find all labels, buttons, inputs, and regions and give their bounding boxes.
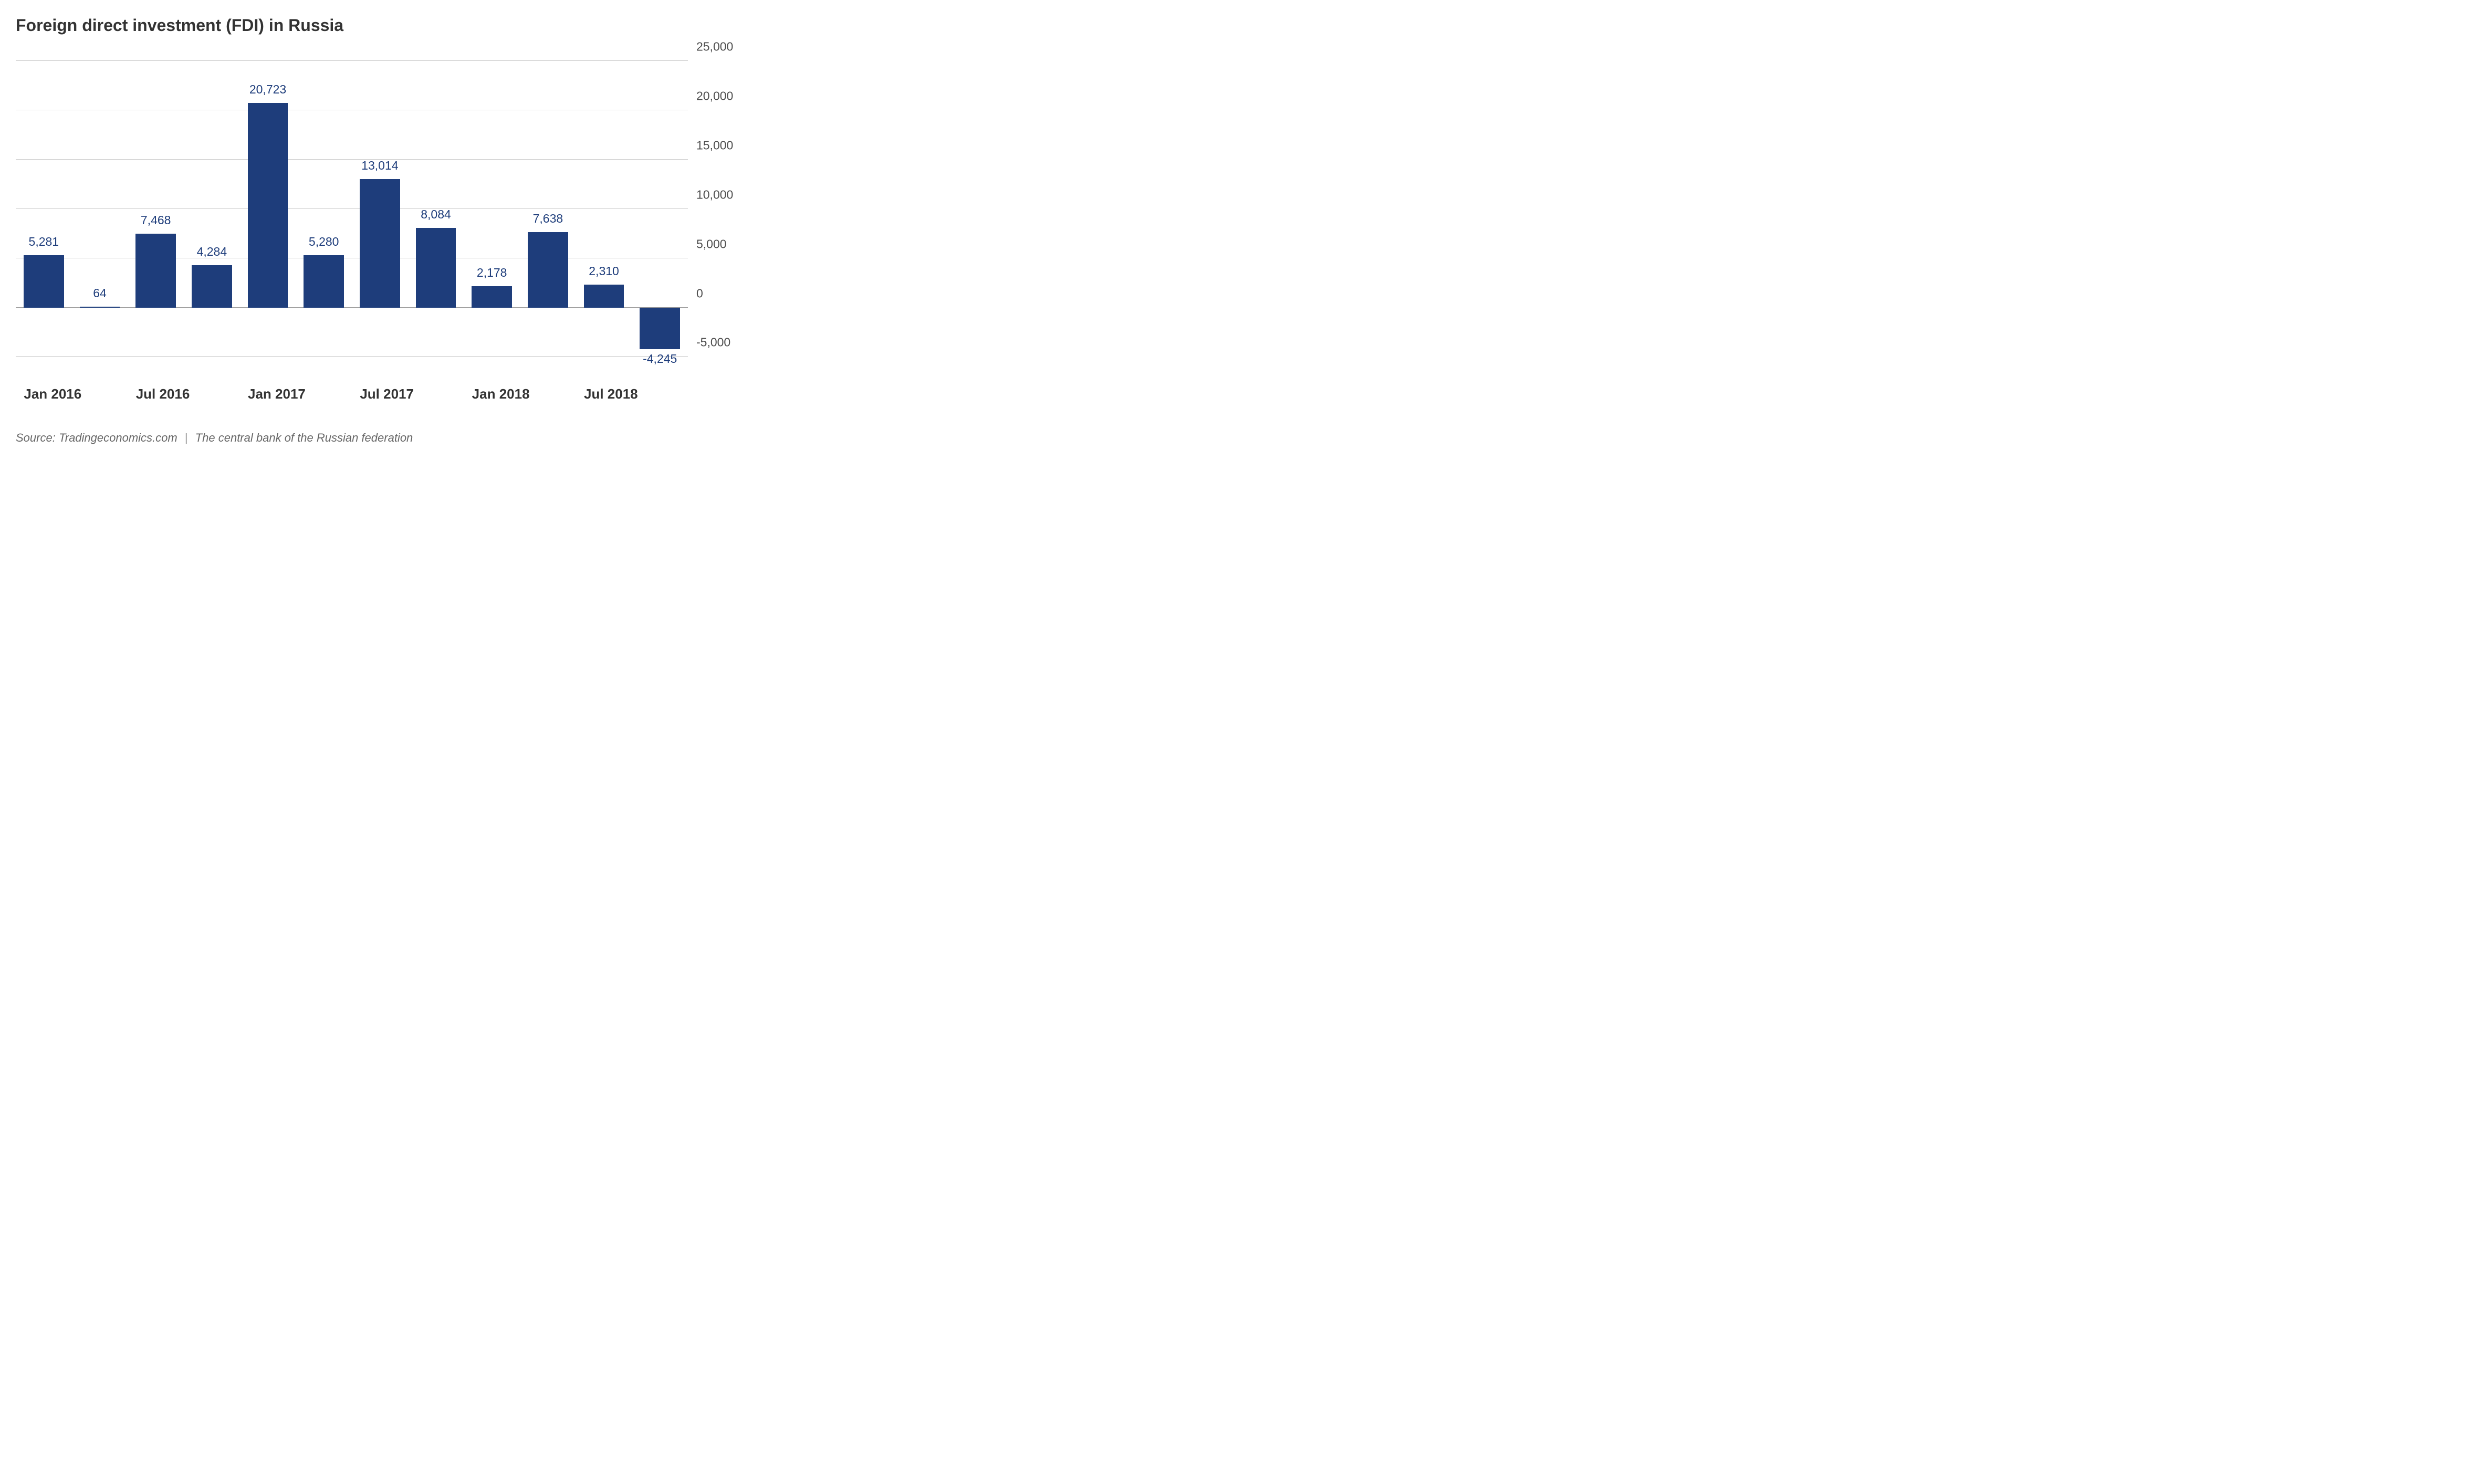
bar-slot: 8,084 [408,51,464,377]
plot-row: 5,281 64 7,468 4,284 20,723 5,280 13,014 8,084 2… [16,51,746,377]
y-tick-label: 0 [696,286,703,300]
bar-slot: 4,284 [184,51,240,377]
bar-value-label: -4,245 [632,352,688,366]
source-separator: | [185,431,188,444]
bar-slot: 2,310 [576,51,632,377]
x-axis: Jan 2016Jul 2016Jan 2017Jul 2017Jan 2018… [16,386,746,402]
bar-slot: 64 [72,51,128,377]
x-tick-label: Jul 2018 [576,386,688,402]
bar [135,234,176,307]
bar [416,228,456,308]
bar-value-label: 2,178 [464,266,520,280]
bar [360,179,400,308]
source-2: The central bank of the Russian federati… [195,431,413,444]
bar-value-label: 8,084 [408,207,464,222]
bar [304,255,344,307]
bar-slot: 7,638 [520,51,576,377]
bar-slot: 20,723 [240,51,296,377]
bar-slot: 7,468 [128,51,184,377]
bar [192,265,232,307]
fdi-chart: Foreign direct investment (FDI) in Russi… [0,0,756,455]
bar [528,232,568,308]
bar-slot: 5,281 [16,51,72,377]
bar-value-label: 5,281 [16,235,72,249]
bar [24,255,64,307]
bar-slot: 5,280 [296,51,352,377]
x-tick-label: Jul 2017 [352,386,464,402]
x-tick-label: Jul 2016 [128,386,239,402]
bar-value-label: 20,723 [240,82,296,97]
source-prefix: Source: [16,431,59,444]
y-axis: -5,00005,00010,00015,00020,00025,000 [688,51,746,377]
y-tick-label: -5,000 [696,336,730,350]
x-tick-label: Jan 2018 [464,386,576,402]
y-tick-label: 10,000 [696,187,733,202]
x-tick-label: Jan 2017 [240,386,352,402]
bar-value-label: 4,284 [184,245,240,259]
chart-title: Foreign direct investment (FDI) in Russi… [16,16,746,35]
bar [640,308,680,350]
y-tick-label: 15,000 [696,138,733,152]
source-1: Tradingeconomics.com [59,431,177,444]
x-tick-label: Jan 2016 [16,386,128,402]
bar-value-label: 5,280 [296,235,352,249]
bar [248,103,288,307]
bar-value-label: 7,468 [128,213,184,227]
bar-slot: 13,014 [352,51,408,377]
plot-area: 5,281 64 7,468 4,284 20,723 5,280 13,014 8,084 2… [16,51,688,377]
bars-container: 5,281 64 7,468 4,284 20,723 5,280 13,014 8,084 2… [16,51,688,377]
bar [472,286,512,308]
bar-value-label: 7,638 [520,212,576,226]
source-line: Source: Tradingeconomics.com | The centr… [16,431,746,445]
bar-slot: 2,178 [464,51,520,377]
y-tick-label: 25,000 [696,39,733,54]
bar-value-label: 13,014 [352,159,408,173]
bar-value-label: 64 [72,286,128,300]
y-tick-label: 5,000 [696,237,727,251]
y-tick-label: 20,000 [696,89,733,103]
bar-value-label: 2,310 [576,264,632,278]
bar [584,285,624,307]
bar-slot: -4,245 [632,51,688,377]
